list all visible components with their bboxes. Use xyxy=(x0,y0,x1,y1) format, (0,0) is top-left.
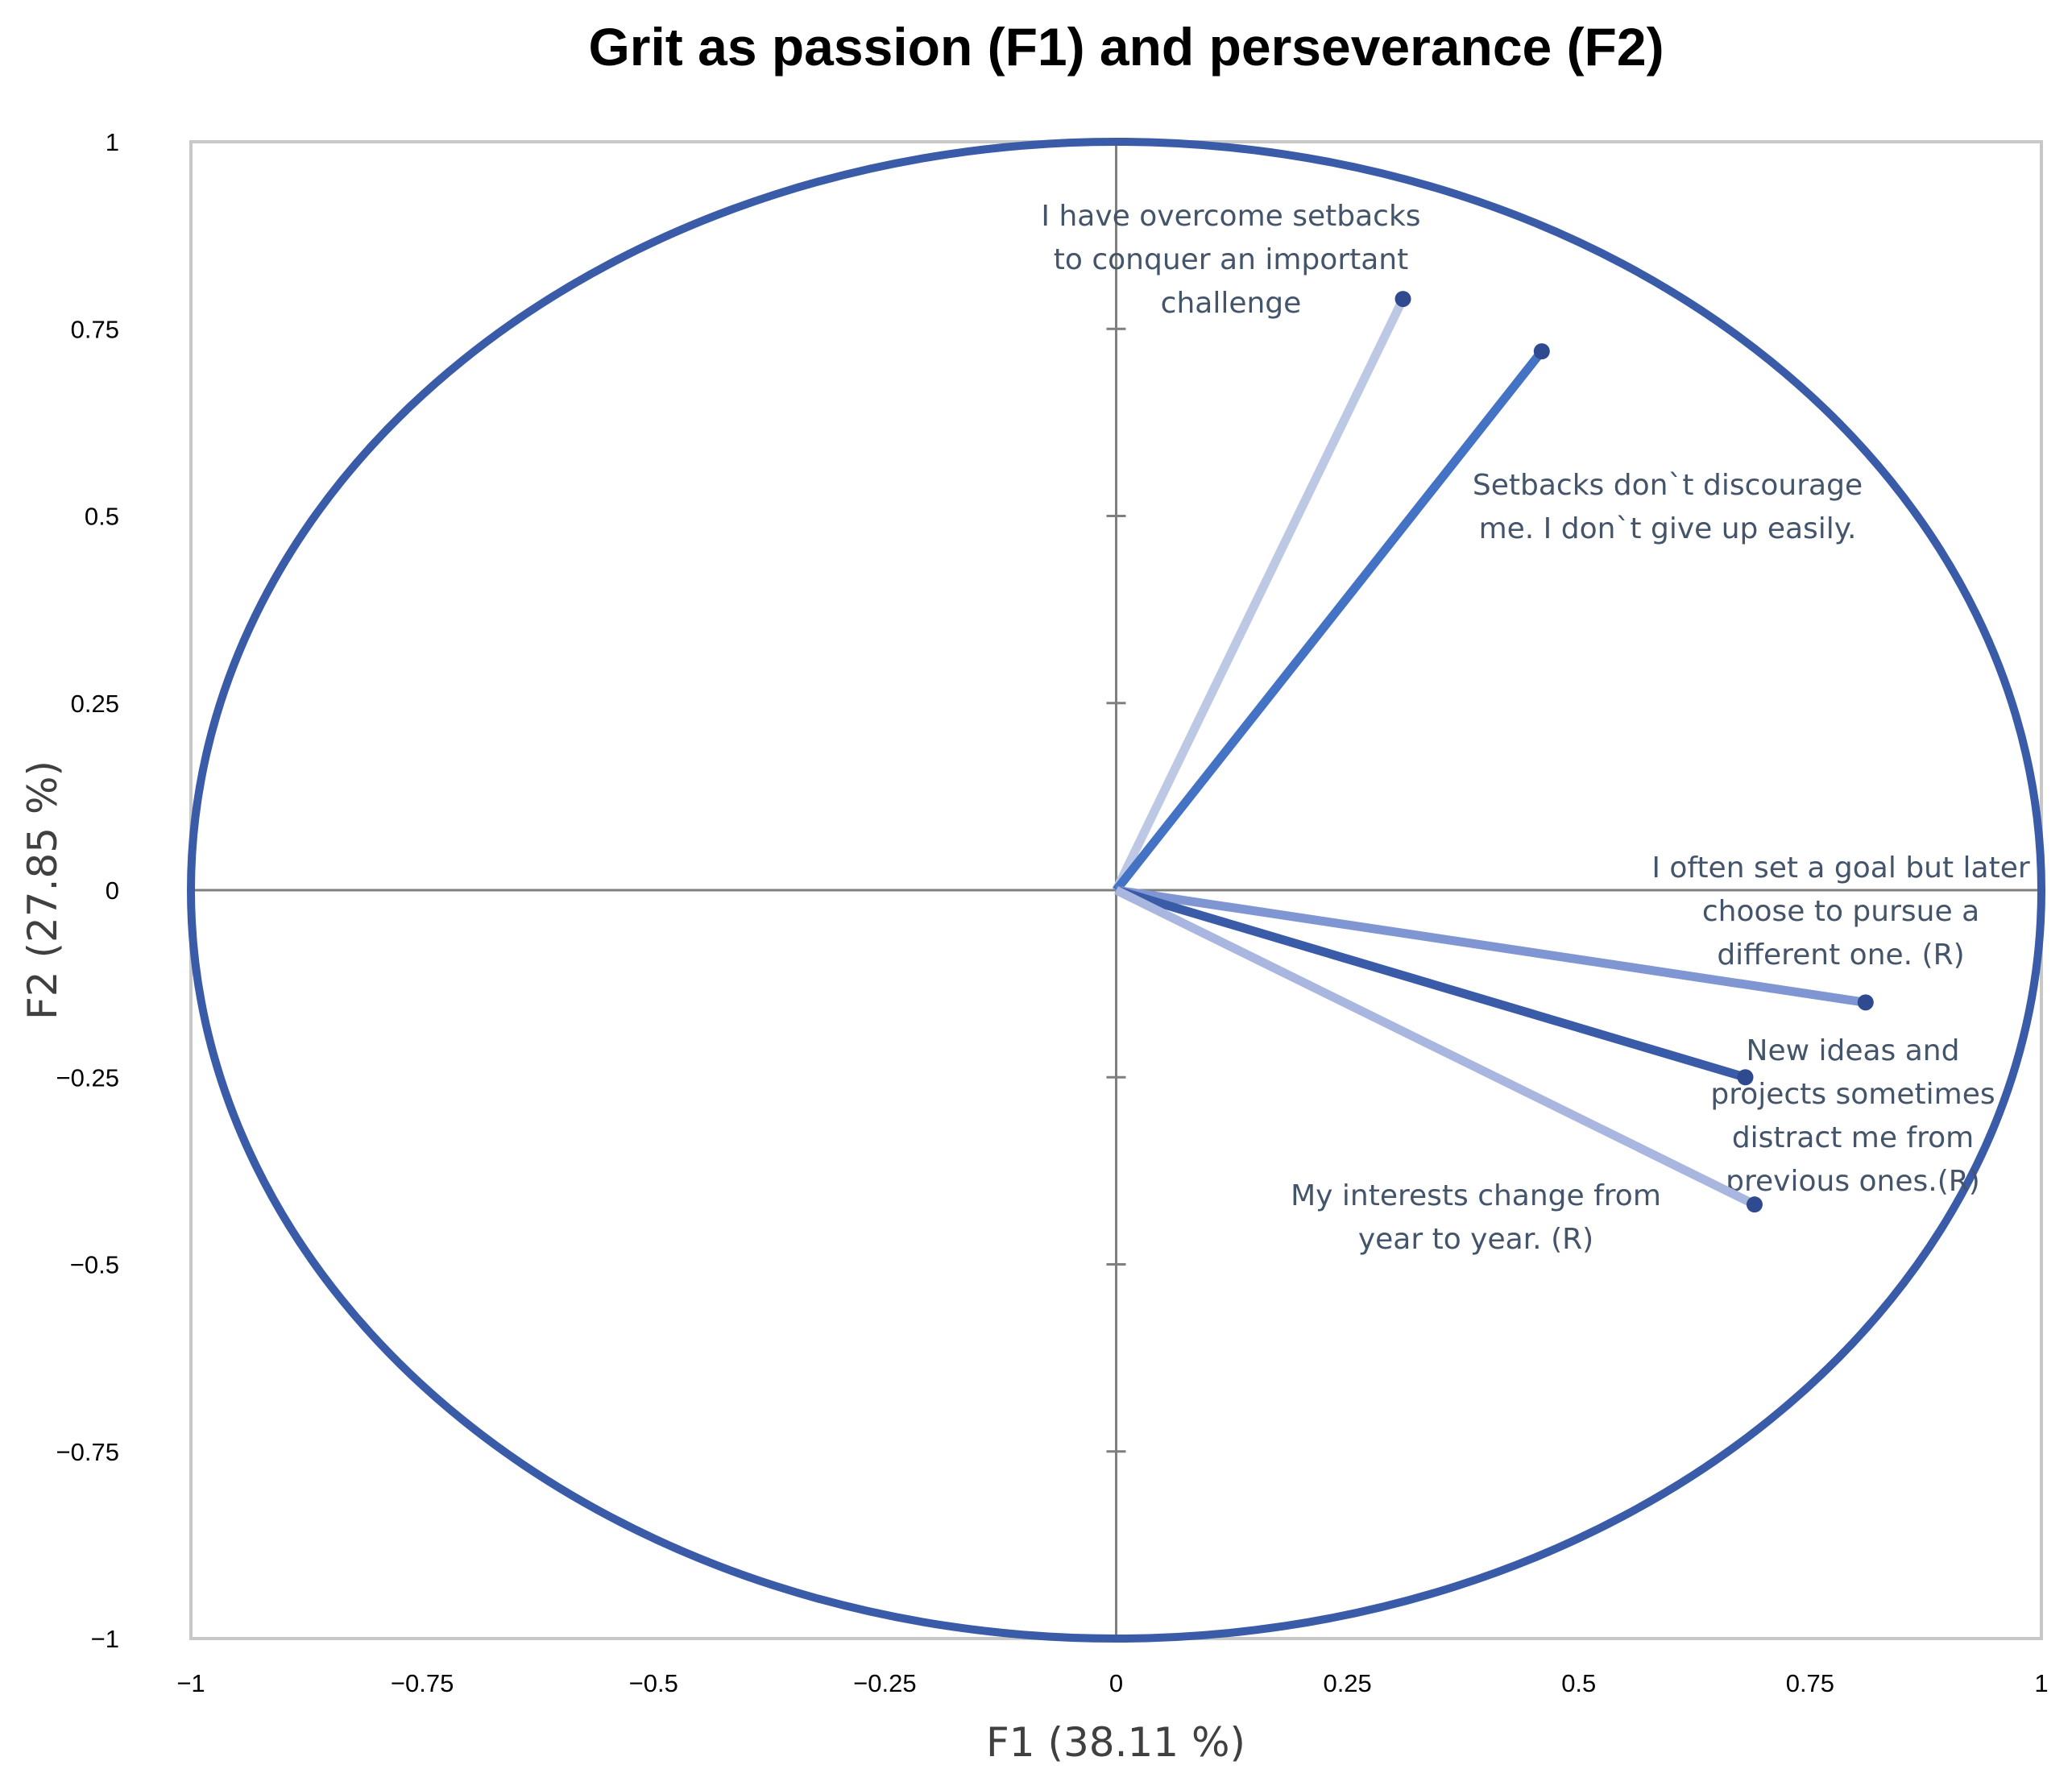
vector-label-line: previous ones.(R) xyxy=(1726,1165,1980,1198)
vector-label: My interests change from year to year. (R… xyxy=(1291,1179,1661,1256)
vector-label-line: different one. (R) xyxy=(1717,939,1964,972)
vector-endpoint xyxy=(1533,343,1550,360)
vectors: I have overcome setbacks to conquer an im… xyxy=(1041,200,2029,1256)
unit-circle xyxy=(187,138,2045,1643)
x-tick-label: 1 xyxy=(2034,1669,2048,1697)
y-tick-label: 0 xyxy=(106,876,119,905)
vector-label-line: year to year. (R) xyxy=(1358,1223,1593,1256)
vector-label-line: me. I don`t give up easily. xyxy=(1479,512,1857,545)
y-tick-label: −0.5 xyxy=(70,1251,119,1279)
vector-label-line: distract me from xyxy=(1732,1121,1974,1154)
vector-1: I have overcome setbacks to conquer an im… xyxy=(1041,200,1421,893)
vector-label-line: challenge xyxy=(1161,287,1302,320)
vector-endpoint xyxy=(1857,994,1874,1011)
vector-endpoint xyxy=(1746,1196,1763,1213)
y-tick-label: 1 xyxy=(106,128,119,156)
vector-3: I often set a goal but later choose to pu… xyxy=(1115,851,2030,1011)
x-tick-label: −0.25 xyxy=(853,1669,916,1697)
vector-label-line: to conquer an important xyxy=(1054,243,1408,276)
vector-line xyxy=(1114,885,1747,1082)
vector-line xyxy=(1112,296,1407,893)
vector-label-line: projects sometimes xyxy=(1710,1078,1995,1111)
x-tick-label: 0.75 xyxy=(1786,1669,1834,1697)
y-tick-label: −1 xyxy=(91,1625,119,1653)
x-tick-label: −0.5 xyxy=(629,1669,678,1697)
vector-label-line: Setbacks don`t discourage xyxy=(1473,469,1863,502)
x-tick-label: −1 xyxy=(176,1669,205,1697)
vector-label: Setbacks don`t discourage me. I don`t giv… xyxy=(1473,469,1863,545)
y-axis-title: F2 (27.85 %) xyxy=(19,760,66,1020)
y-tick-label: 0.75 xyxy=(71,315,119,343)
vector-label-line: New ideas and xyxy=(1747,1034,1960,1067)
vector-line xyxy=(1114,886,1757,1209)
y-tick-label: −0.75 xyxy=(56,1438,119,1466)
x-tick-label: −0.75 xyxy=(391,1669,454,1697)
vector-endpoint xyxy=(1394,291,1411,308)
vector-2: Setbacks don`t discourage me. I don`t giv… xyxy=(1113,343,1863,893)
x-tick-label: 0 xyxy=(1109,1669,1123,1697)
y-tick-label: −0.25 xyxy=(56,1063,119,1092)
y-tick-label: 0.5 xyxy=(85,503,119,531)
vector-4: New ideas and projects sometimes distract … xyxy=(1114,885,1995,1198)
vector-label: I often set a goal but later choose to pu… xyxy=(1651,851,2030,972)
x-tick-label: 0.5 xyxy=(1561,1669,1596,1697)
correlation-circle xyxy=(187,138,2045,1643)
vector-label-line: choose to pursue a xyxy=(1702,895,1979,928)
vector-label: New ideas and projects sometimes distract … xyxy=(1710,1034,1995,1198)
x-tick-label: 0.25 xyxy=(1323,1669,1371,1697)
vector-line xyxy=(1115,885,1867,1007)
vector-label-line: I have overcome setbacks xyxy=(1041,200,1420,233)
chart-title: Grit as passion (F1) and perseverance (F… xyxy=(588,17,1664,77)
vector-label-line: I often set a goal but later xyxy=(1651,851,2030,885)
vector-label-line: My interests change from xyxy=(1291,1179,1661,1212)
vector-label: I have overcome setbacks to conquer an im… xyxy=(1041,200,1420,320)
vector-line xyxy=(1113,348,1546,893)
vector-endpoint xyxy=(1737,1069,1754,1086)
tick-labels: −1 −0.75 −0.5 −0.25 0 0.25 0.5 0.75 1 1 0.75 0.5 0.2… xyxy=(56,128,2049,1697)
y-tick-label: 0.25 xyxy=(71,690,119,718)
x-axis-title: F1 (38.11 %) xyxy=(986,1719,1245,1766)
vector-5: My interests change from year to year. (R… xyxy=(1114,886,1763,1256)
